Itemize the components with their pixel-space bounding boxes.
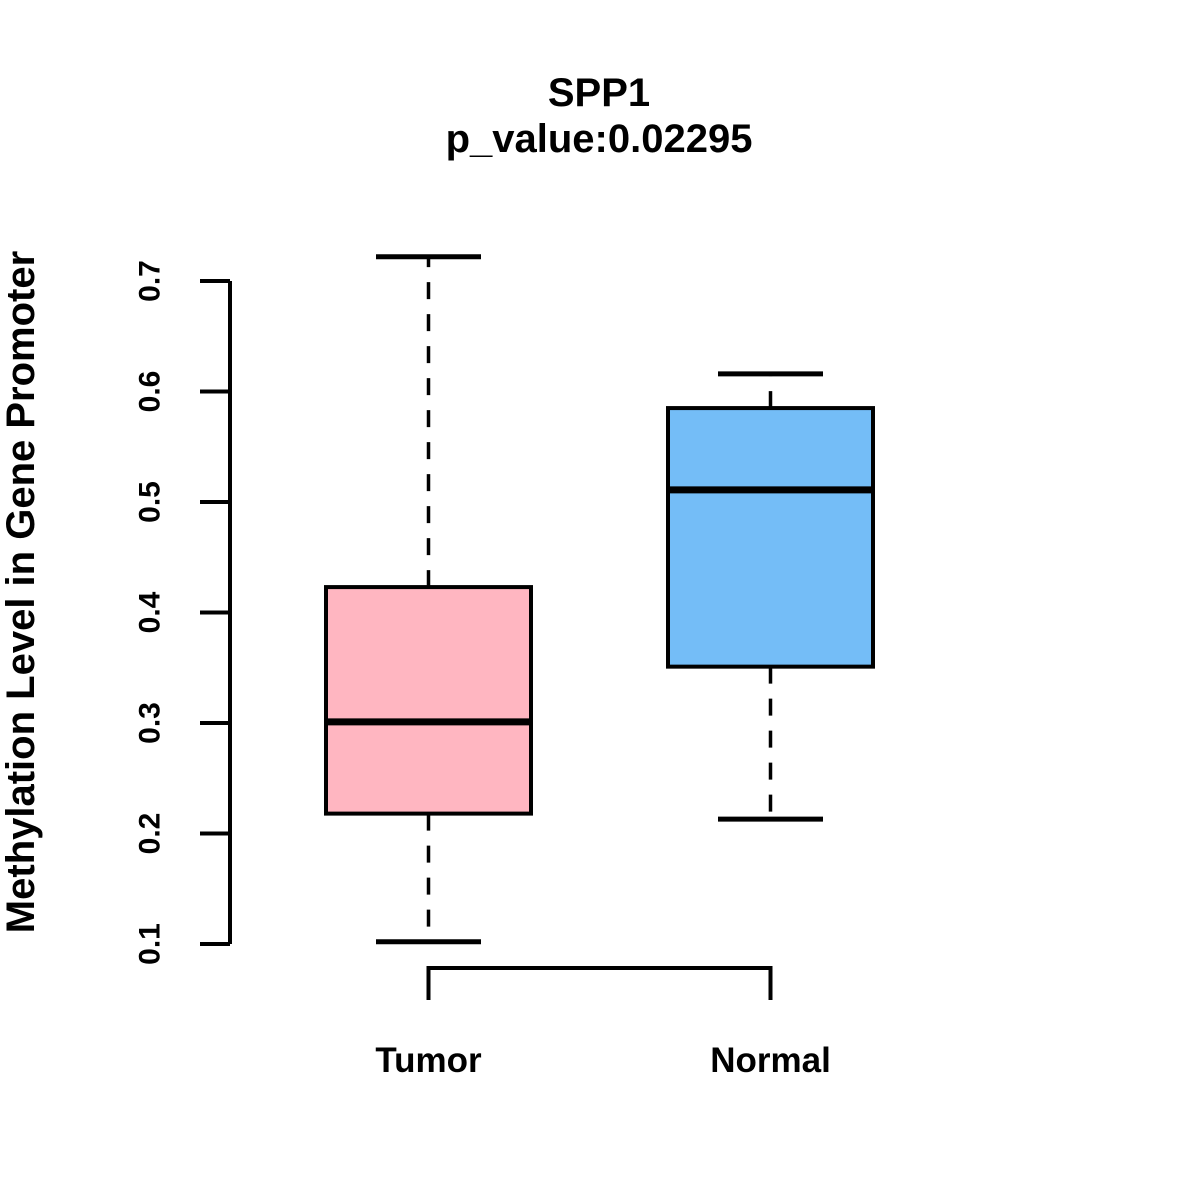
chart-subtitle: p_value:0.02295 xyxy=(446,117,753,161)
category-label-tumor: Tumor xyxy=(375,1041,482,1080)
normal-box xyxy=(666,406,875,669)
tumor-box xyxy=(324,585,533,816)
y-axis-tick-label: 0.2 xyxy=(134,813,167,855)
category-label-normal: Normal xyxy=(710,1041,831,1080)
y-axis-tick-label: 0.1 xyxy=(134,923,167,965)
y-axis-tick-label: 0.7 xyxy=(134,260,167,302)
y-axis-tick-label: 0.5 xyxy=(134,481,167,523)
y-axis-title: Methylation Level in Gene Promoter xyxy=(0,251,43,933)
y-axis-tick-label: 0.4 xyxy=(134,591,167,633)
y-axis-tick-label: 0.6 xyxy=(134,371,167,413)
plot-area: 0.1 0.2 0.3 0.4 0.5 0.6 0.7 Tumor Normal xyxy=(134,254,875,1080)
y-axis-tick-label: 0.3 xyxy=(134,702,167,744)
chart-title: SPP1 xyxy=(548,71,650,115)
x-axis-bracket xyxy=(426,966,773,1000)
